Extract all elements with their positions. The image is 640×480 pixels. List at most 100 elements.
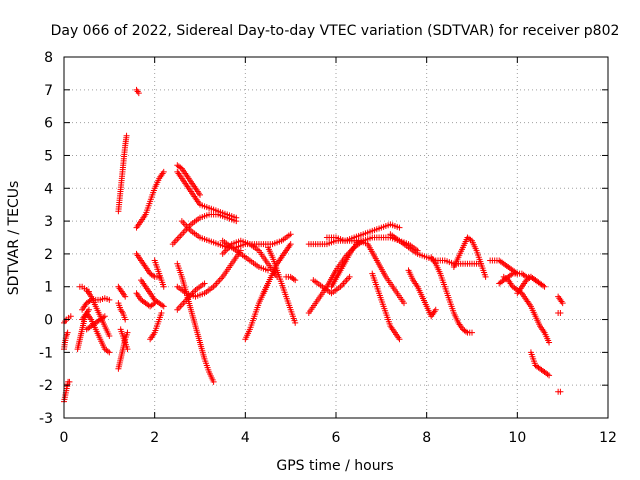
data-point	[66, 378, 73, 385]
data-point	[135, 90, 142, 97]
series-s24	[169, 211, 240, 248]
data-point	[124, 346, 131, 353]
data-point	[346, 273, 353, 280]
data-point	[67, 313, 74, 320]
data-point	[265, 267, 271, 274]
data-point	[469, 329, 475, 336]
x-tick-label: 0	[60, 430, 69, 446]
data-point	[233, 218, 240, 225]
series-s41	[405, 267, 439, 320]
data-point	[292, 277, 299, 284]
series-s51	[555, 309, 564, 316]
data-point	[287, 231, 294, 238]
data-point	[160, 168, 167, 175]
series-s52	[555, 388, 564, 395]
y-tick-label: 6	[44, 116, 53, 132]
series-s15	[133, 86, 142, 97]
x-tick-label: 10	[508, 430, 526, 446]
y-tick-label: 0	[44, 313, 53, 329]
series-s47	[500, 273, 553, 346]
data-point	[541, 283, 548, 290]
grid-lines	[64, 57, 608, 418]
x-tick-label: 2	[150, 430, 159, 446]
data-point	[401, 300, 407, 307]
data-point	[287, 241, 294, 248]
data-point	[106, 332, 113, 339]
data-point	[292, 319, 299, 326]
series-s19	[138, 277, 167, 310]
series-s12	[115, 300, 129, 323]
series-s14	[117, 326, 131, 353]
x-tick-label: 8	[422, 430, 431, 446]
series-s02	[61, 329, 71, 353]
y-tick-label: -1	[39, 345, 53, 361]
series-s20	[147, 309, 165, 343]
y-tick-label: 8	[44, 50, 53, 66]
data-point	[158, 309, 165, 316]
x-tick-labels: 0 2 4 6 8 10 12	[60, 430, 617, 446]
data-point	[210, 378, 217, 385]
data-point	[160, 303, 167, 310]
series-s39	[328, 237, 407, 307]
y-tick-label: 4	[44, 181, 53, 197]
series-s43	[428, 254, 475, 336]
data-point	[546, 339, 553, 346]
series-s30	[219, 237, 271, 274]
data-point	[396, 224, 403, 231]
data-point	[432, 306, 439, 313]
data-point	[123, 132, 130, 139]
series-s16	[133, 168, 167, 231]
series-s27	[174, 247, 244, 300]
data-point	[160, 283, 167, 290]
data-point	[85, 306, 92, 313]
data-point	[482, 273, 489, 280]
series-s10	[115, 132, 130, 215]
data-point	[557, 388, 564, 395]
y-tick-label: 1	[44, 280, 53, 296]
data-point	[106, 296, 113, 303]
series-s01	[61, 378, 73, 405]
x-tick-label: 4	[241, 430, 250, 446]
y-tick-label: 7	[44, 83, 53, 99]
series-s40	[369, 270, 403, 343]
series-s38	[323, 234, 421, 254]
data-point	[546, 372, 553, 379]
data-point	[101, 313, 108, 320]
x-tick-label: 12	[599, 430, 617, 446]
series-s11	[115, 283, 129, 300]
series-s21	[151, 257, 167, 290]
series-s45	[487, 257, 521, 277]
series-s08	[83, 287, 113, 339]
y-axis-label: SDTVAR / TECUs	[6, 181, 22, 296]
series-s26	[174, 260, 217, 385]
series-s49	[527, 349, 553, 379]
y-tick-label: 2	[44, 247, 53, 263]
data-point	[559, 300, 566, 307]
data-point	[122, 293, 129, 300]
data-point	[197, 191, 203, 198]
x-axis-label: GPS time / hours	[276, 458, 393, 474]
series-s37	[310, 273, 353, 297]
series-s33	[265, 244, 299, 326]
series-s44	[450, 234, 489, 280]
series-s48	[514, 273, 548, 297]
data-points	[61, 86, 566, 405]
x-tick-label: 6	[332, 430, 341, 446]
series-s09	[83, 313, 108, 333]
data-point	[64, 329, 71, 336]
data-point	[557, 309, 564, 316]
y-tick-label: -2	[39, 378, 53, 394]
series-s28	[174, 280, 208, 313]
y-tick-label: 3	[44, 214, 53, 230]
series-s50	[555, 293, 566, 307]
data-point	[122, 316, 129, 323]
series-s34	[283, 273, 299, 284]
y-tick-label: -3	[39, 411, 53, 427]
y-tick-labels: -3 -2 -1 0 1 2 3 4 5 6 7 8	[39, 50, 53, 427]
data-point	[124, 329, 131, 336]
series-s46	[496, 270, 543, 287]
y-tick-label: 5	[44, 148, 53, 164]
series-s18	[133, 290, 158, 310]
axis-ticks	[63, 56, 609, 419]
